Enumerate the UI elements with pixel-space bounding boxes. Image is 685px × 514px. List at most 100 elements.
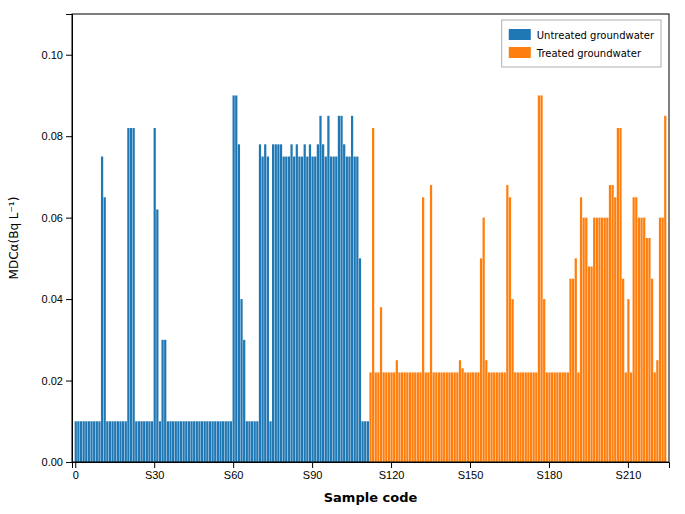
bar [148, 421, 150, 462]
bar [377, 372, 379, 462]
bar [135, 421, 137, 462]
bar [209, 421, 211, 462]
bar [346, 157, 348, 462]
bar [146, 421, 148, 462]
bar [359, 258, 361, 462]
bar [348, 157, 350, 462]
bar [472, 372, 474, 462]
bar [101, 157, 103, 462]
bar [325, 157, 327, 462]
tick-mark [75, 462, 76, 468]
bar [119, 421, 121, 462]
bar [477, 372, 479, 462]
bar [611, 185, 613, 462]
bar [488, 372, 490, 462]
bar [240, 299, 242, 462]
bar [643, 218, 645, 462]
bar [535, 372, 537, 462]
bar [272, 144, 274, 462]
bar [467, 372, 469, 462]
tick-label: S210 [616, 469, 642, 481]
bar [304, 144, 306, 462]
bar [583, 218, 585, 462]
bar [219, 421, 221, 462]
bar [506, 185, 508, 462]
y-tick: 0.08 [42, 130, 72, 142]
bar [480, 258, 482, 462]
y-tick: 0.02 [42, 375, 72, 387]
bar [259, 144, 261, 462]
bar [183, 421, 185, 462]
bar [459, 360, 461, 462]
bar [196, 421, 198, 462]
bar [235, 95, 237, 462]
bar [517, 372, 519, 462]
bar [601, 218, 603, 462]
bar [333, 157, 335, 462]
bar [285, 157, 287, 462]
bar [614, 197, 616, 462]
bar [77, 421, 79, 462]
bar [85, 421, 87, 462]
tick-mark [66, 55, 72, 56]
bar [396, 360, 398, 462]
tick-mark [66, 462, 72, 463]
x-tick: S150 [458, 462, 484, 481]
tick-label: S30 [145, 469, 165, 481]
bar [425, 372, 427, 462]
bar [393, 372, 395, 462]
bar [367, 421, 369, 462]
bar [406, 372, 408, 462]
bar [88, 421, 90, 462]
bar [314, 157, 316, 462]
bar [454, 372, 456, 462]
bar [185, 421, 187, 462]
bar [335, 157, 337, 462]
bar-series [75, 95, 369, 462]
tick-mark [154, 462, 155, 468]
bar [527, 372, 529, 462]
tick-mark [66, 218, 72, 219]
bar [640, 218, 642, 462]
bar [233, 95, 235, 462]
bar [540, 95, 542, 462]
tick-label: S180 [537, 469, 563, 481]
bar [106, 421, 108, 462]
bar [117, 421, 119, 462]
bar [96, 421, 98, 462]
bar [264, 144, 266, 462]
bar [648, 238, 650, 462]
bar [511, 299, 513, 462]
tick-mark [628, 462, 629, 468]
bar [246, 421, 248, 462]
bar [298, 157, 300, 462]
axis-line [73, 463, 670, 469]
legend: Untreated groundwaterTreated groundwater [502, 20, 661, 67]
tick-mark [66, 381, 72, 382]
x-tick: S120 [379, 462, 405, 481]
bar [438, 372, 440, 462]
bar [98, 421, 100, 462]
tick-label: 0.08 [42, 130, 63, 142]
bar [125, 421, 127, 462]
tick-label: S60 [224, 469, 244, 481]
bar [225, 421, 227, 462]
bar [580, 197, 582, 462]
tick-mark [66, 136, 72, 137]
bar [538, 95, 540, 462]
tick-mark [233, 462, 234, 468]
bar [498, 372, 500, 462]
bar [422, 197, 424, 462]
bar [564, 372, 566, 462]
bar [330, 157, 332, 462]
tick-mark [470, 462, 471, 468]
bar [490, 372, 492, 462]
bar [635, 197, 637, 462]
bar [656, 360, 658, 462]
bar [361, 421, 363, 462]
x-tick: S60 [224, 462, 244, 481]
bar [222, 421, 224, 462]
bar [90, 421, 92, 462]
bar [214, 421, 216, 462]
bar [654, 372, 656, 462]
